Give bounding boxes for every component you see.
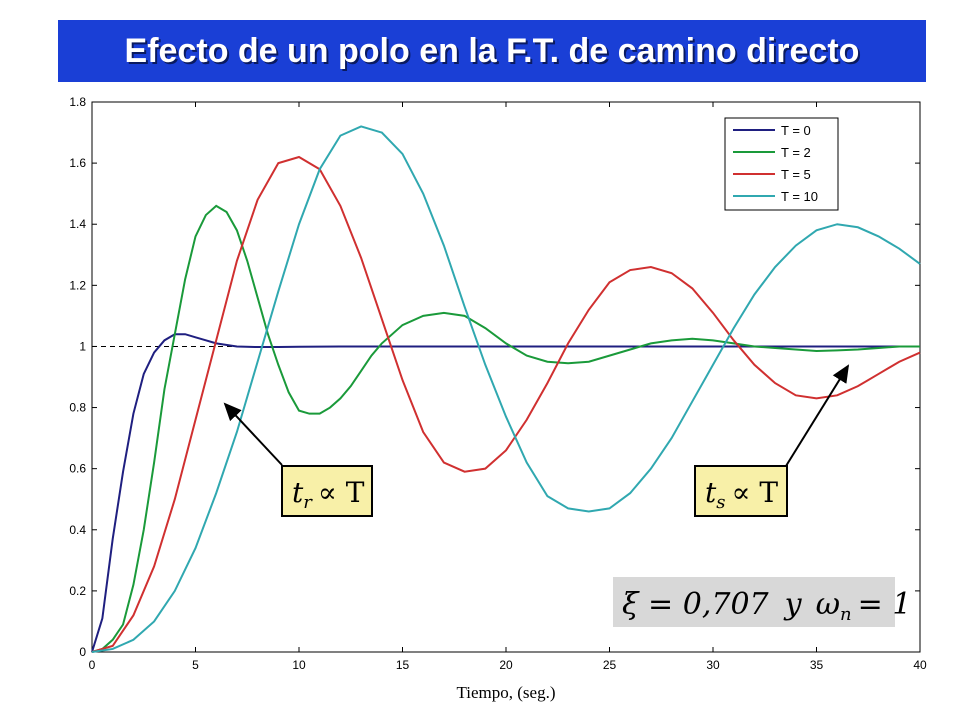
svg-text:ts∝ T: ts ∝ T <box>705 476 778 513</box>
series-line-3 <box>91 125 921 653</box>
rise-time-arrow <box>223 402 283 466</box>
page-title: Efecto de un polo en la F.T. de camino d… <box>124 31 860 70</box>
rise-time-sub: r <box>303 492 313 513</box>
x-tick-label: 40 <box>913 658 927 672</box>
svg-text:tr∝ T: tr ∝ T <box>292 476 365 513</box>
y-tick-label: 1.6 <box>69 156 86 170</box>
x-tick-label: 5 <box>192 658 199 672</box>
x-tick-label: 15 <box>396 658 410 672</box>
y-tick-label: 0.6 <box>69 462 86 476</box>
params-omega: ω <box>816 587 840 622</box>
params-y: y <box>783 587 803 622</box>
y-tick-label: 0.8 <box>69 401 86 415</box>
y-tick-label: 0.2 <box>69 584 86 598</box>
series-lines <box>91 125 921 653</box>
legend: T = 0 T = 2 T = 5 T = 10 <box>724 117 839 211</box>
y-tick-label: 1.2 <box>69 278 86 292</box>
y-tick-label: 0.4 <box>69 523 86 537</box>
settling-time-t: t <box>705 476 717 509</box>
settling-time-rel: ∝ T <box>732 476 779 509</box>
tick-labels: 0 5 10 15 20 25 30 35 40 0 0.2 0.4 0.6 0.8 1 1.2 1.4 1.6 1… <box>69 95 927 672</box>
x-tick-label: 10 <box>292 658 306 672</box>
settling-time-sub: s <box>716 492 725 513</box>
rise-time-box: tr ∝ T <box>281 465 373 517</box>
x-tick-label: 20 <box>499 658 513 672</box>
axis-ticks <box>91 101 921 653</box>
y-tick-label: 0 <box>79 645 86 659</box>
params-omega-sub: n <box>840 604 852 625</box>
params-xi: ξ = 0,707 <box>622 587 770 622</box>
parameters-box: ξ = 0,707 y ωn = 1 <box>613 577 911 627</box>
x-tick-label: 35 <box>810 658 824 672</box>
x-axis-label: Tiempo, (seg.) <box>456 683 555 702</box>
x-tick-label: 25 <box>603 658 617 672</box>
params-eq: = 1 <box>858 587 912 622</box>
legend-label-2: T = 5 <box>781 167 811 182</box>
y-tick-label: 1 <box>79 339 86 353</box>
x-tick-label: 30 <box>706 658 720 672</box>
rise-time-t: t <box>292 476 304 509</box>
y-tick-label: 1.4 <box>69 217 86 231</box>
rise-time-rel: ∝ T <box>318 476 365 509</box>
legend-label-3: T = 10 <box>781 189 818 204</box>
series-line-2 <box>91 155 921 653</box>
title-banner: Efecto de un polo en la F.T. de camino d… <box>58 20 926 82</box>
settling-time-arrow <box>785 364 850 467</box>
series-line-0 <box>91 333 920 653</box>
series-line-1 <box>91 204 920 653</box>
legend-label-1: T = 2 <box>781 145 811 160</box>
x-tick-label: 0 <box>89 658 96 672</box>
y-tick-label: 1.8 <box>69 95 86 109</box>
legend-label-0: T = 0 <box>781 123 811 138</box>
settling-time-box: ts ∝ T <box>694 465 788 517</box>
